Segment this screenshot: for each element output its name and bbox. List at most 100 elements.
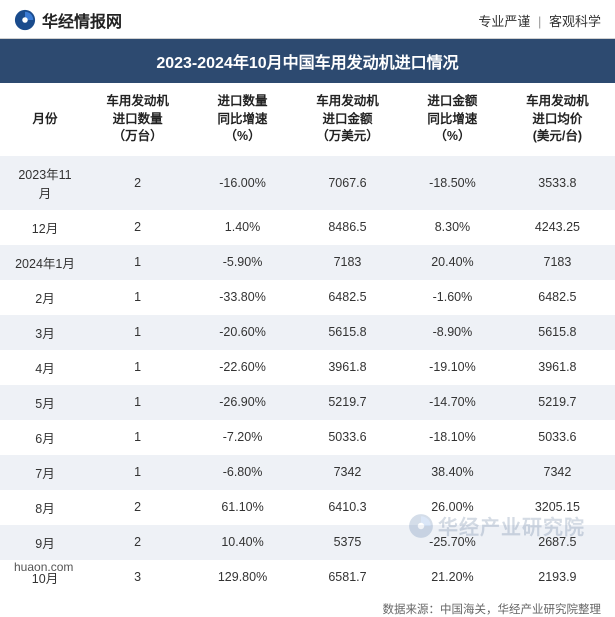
cell-amt_yoy: -25.70% [405, 525, 500, 560]
cell-amt_yoy: -18.10% [405, 420, 500, 455]
cell-month: 8月 [0, 490, 80, 525]
column-header: 进口数量同比增速（%） [195, 83, 290, 156]
table-header: 月份车用发动机进口数量（万台）进口数量同比增速（%）车用发动机进口金额（万美元）… [0, 83, 615, 156]
cell-month: 2月 [0, 280, 80, 315]
cell-amt_yoy: 26.00% [405, 490, 500, 525]
table-row: 5月1-26.90%5219.7-14.70%5219.7 [0, 385, 615, 420]
page-title: 2023-2024年10月中国车用发动机进口情况 [0, 39, 615, 83]
cell-month: 5月 [0, 385, 80, 420]
data-table: 月份车用发动机进口数量（万台）进口数量同比增速（%）车用发动机进口金额（万美元）… [0, 83, 615, 595]
table-row: 4月1-22.60%3961.8-19.10%3961.8 [0, 350, 615, 385]
table-row: 2023年11月2-16.00%7067.6-18.50%3533.8 [0, 156, 615, 210]
cell-qty_yoy: -33.80% [195, 280, 290, 315]
table-row: 12月21.40%8486.58.30%4243.25 [0, 210, 615, 245]
cell-qty: 1 [80, 245, 195, 280]
tagline-left: 专业严谨 [478, 14, 530, 29]
cell-amt_yoy: 21.20% [405, 560, 500, 595]
site-url: huaon.com [14, 560, 73, 574]
column-header: 车用发动机进口均价(美元/台) [500, 83, 615, 156]
cell-amt: 8486.5 [290, 210, 405, 245]
column-header: 进口金额同比增速（%） [405, 83, 500, 156]
cell-amt: 7067.6 [290, 156, 405, 210]
cell-qty_yoy: -6.80% [195, 455, 290, 490]
cell-amt: 5375 [290, 525, 405, 560]
cell-amt: 5033.6 [290, 420, 405, 455]
table-row: 6月1-7.20%5033.6-18.10%5033.6 [0, 420, 615, 455]
cell-price: 3533.8 [500, 156, 615, 210]
cell-qty_yoy: 61.10% [195, 490, 290, 525]
cell-qty: 2 [80, 490, 195, 525]
cell-qty: 1 [80, 420, 195, 455]
cell-amt_yoy: -1.60% [405, 280, 500, 315]
cell-price: 4243.25 [500, 210, 615, 245]
cell-amt: 5219.7 [290, 385, 405, 420]
cell-qty: 2 [80, 210, 195, 245]
cell-price: 2687.5 [500, 525, 615, 560]
table-row: 9月210.40%5375-25.70%2687.5 [0, 525, 615, 560]
cell-qty_yoy: -5.90% [195, 245, 290, 280]
cell-qty_yoy: 10.40% [195, 525, 290, 560]
cell-qty: 1 [80, 315, 195, 350]
header: 华经情报网 专业严谨 | 客观科学 [0, 0, 615, 39]
cell-month: 3月 [0, 315, 80, 350]
cell-month: 9月 [0, 525, 80, 560]
cell-qty: 3 [80, 560, 195, 595]
table-row: 3月1-20.60%5615.8-8.90%5615.8 [0, 315, 615, 350]
cell-qty: 1 [80, 280, 195, 315]
source-text: 数据来源：中国海关，华经产业研究院整理 [0, 595, 615, 617]
cell-amt: 6581.7 [290, 560, 405, 595]
table-row: 10月3129.80%6581.721.20%2193.9 [0, 560, 615, 595]
cell-month: 2023年11月 [0, 156, 80, 210]
cell-amt_yoy: -8.90% [405, 315, 500, 350]
cell-amt_yoy: -18.50% [405, 156, 500, 210]
brand: 华经情报网 [14, 8, 122, 32]
column-header: 车用发动机进口金额（万美元） [290, 83, 405, 156]
cell-month: 2024年1月 [0, 245, 80, 280]
cell-price: 2193.9 [500, 560, 615, 595]
table-row: 2月1-33.80%6482.5-1.60%6482.5 [0, 280, 615, 315]
cell-price: 7183 [500, 245, 615, 280]
cell-month: 12月 [0, 210, 80, 245]
cell-amt: 6410.3 [290, 490, 405, 525]
cell-qty_yoy: -22.60% [195, 350, 290, 385]
brand-icon [14, 9, 36, 31]
table-row: 8月261.10%6410.326.00%3205.15 [0, 490, 615, 525]
cell-price: 5615.8 [500, 315, 615, 350]
table-row: 2024年1月1-5.90%718320.40%7183 [0, 245, 615, 280]
cell-qty: 1 [80, 385, 195, 420]
cell-amt_yoy: -14.70% [405, 385, 500, 420]
cell-amt_yoy: 38.40% [405, 455, 500, 490]
cell-qty: 1 [80, 350, 195, 385]
cell-qty_yoy: -26.90% [195, 385, 290, 420]
cell-amt: 7342 [290, 455, 405, 490]
cell-price: 5219.7 [500, 385, 615, 420]
cell-qty: 1 [80, 455, 195, 490]
tagline-separator: | [538, 14, 541, 29]
column-header: 月份 [0, 83, 80, 156]
cell-qty_yoy: 129.80% [195, 560, 290, 595]
table-row: 7月1-6.80%734238.40%7342 [0, 455, 615, 490]
cell-qty: 2 [80, 156, 195, 210]
cell-amt: 5615.8 [290, 315, 405, 350]
cell-amt_yoy: -19.10% [405, 350, 500, 385]
cell-amt: 3961.8 [290, 350, 405, 385]
cell-month: 7月 [0, 455, 80, 490]
cell-qty: 2 [80, 525, 195, 560]
brand-name: 华经情报网 [42, 8, 122, 32]
cell-qty_yoy: -7.20% [195, 420, 290, 455]
cell-amt: 7183 [290, 245, 405, 280]
cell-amt: 6482.5 [290, 280, 405, 315]
cell-price: 3205.15 [500, 490, 615, 525]
cell-price: 7342 [500, 455, 615, 490]
cell-month: 4月 [0, 350, 80, 385]
cell-price: 6482.5 [500, 280, 615, 315]
tagline: 专业严谨 | 客观科学 [478, 11, 601, 30]
cell-qty_yoy: -20.60% [195, 315, 290, 350]
cell-qty_yoy: 1.40% [195, 210, 290, 245]
cell-qty_yoy: -16.00% [195, 156, 290, 210]
cell-amt_yoy: 20.40% [405, 245, 500, 280]
cell-amt_yoy: 8.30% [405, 210, 500, 245]
table-body: 2023年11月2-16.00%7067.6-18.50%3533.812月21… [0, 156, 615, 595]
cell-price: 3961.8 [500, 350, 615, 385]
tagline-right: 客观科学 [549, 14, 601, 29]
